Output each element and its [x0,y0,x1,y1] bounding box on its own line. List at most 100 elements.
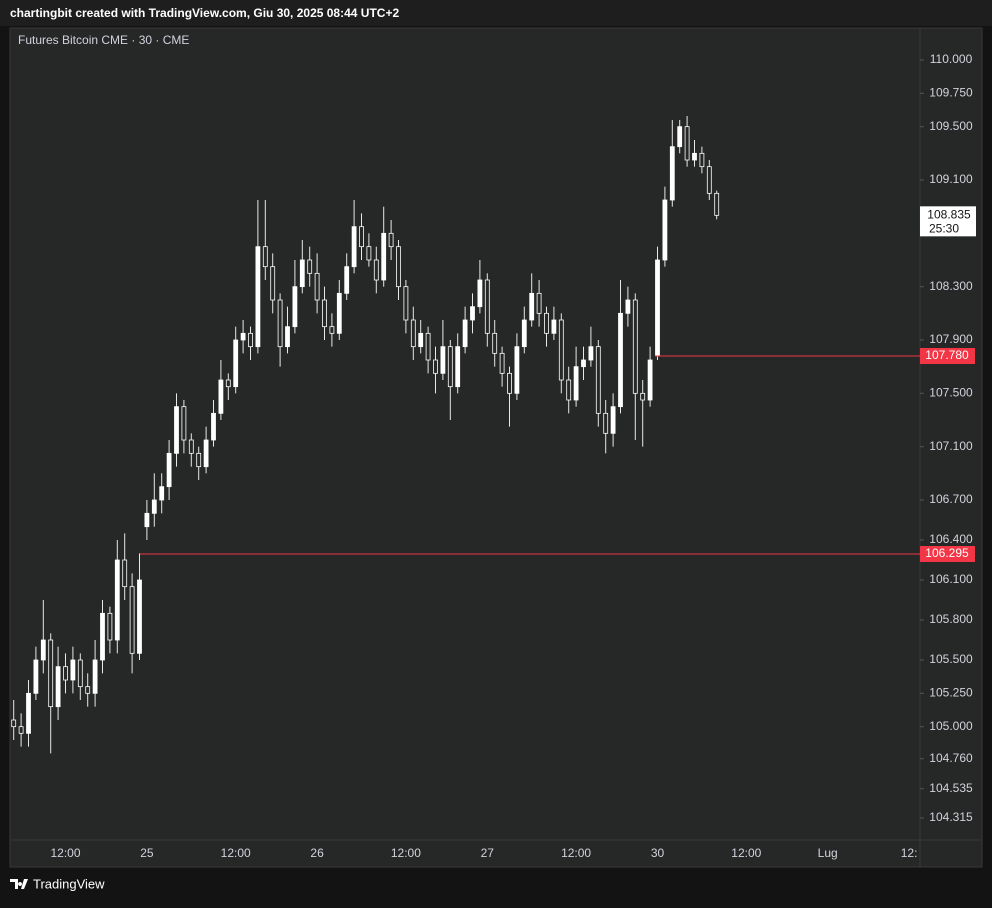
candle-body [292,286,298,328]
candle-body [440,346,446,374]
candle-body [684,126,690,161]
candle-body [137,579,142,654]
candle-body [396,246,401,288]
y-tick-label: 104.535 [929,781,973,795]
x-tick-label: 12:00 [221,846,251,860]
candle-body [255,246,261,348]
candle-body [618,312,623,408]
candle-body [366,246,372,261]
plot-area [11,116,720,754]
candle-body [85,686,91,694]
candle-body [381,232,387,281]
x-tick-label: 12:00 [50,846,80,860]
y-tick-label: 105.500 [929,652,973,666]
y-tick-label: 108.300 [929,279,973,293]
x-tick-label: 12:00 [561,846,591,860]
candle-body [588,346,594,361]
candle-body [714,192,720,216]
candle-body [225,379,231,388]
candle-body [48,639,54,708]
candle-body [351,226,357,268]
candle-body [277,299,283,348]
candle-body [418,332,424,348]
candle-body [107,612,113,641]
price-line-tag [920,348,975,364]
candle-body [529,292,535,321]
y-tick-label: 109.750 [929,86,973,100]
candle-body [699,152,705,168]
y-tick-label: 106.100 [929,572,973,586]
candle-body [551,319,557,334]
x-tick-label: 26 [310,846,324,860]
candle-body [388,232,394,248]
candle-body [499,352,505,374]
candle-body [544,312,549,334]
candle-body [610,406,616,434]
candle-body [603,412,609,434]
y-tick-label: 105.250 [929,686,973,700]
candle-body [11,719,17,728]
candle-body [70,659,76,681]
candle-body [307,259,313,274]
price-line-label: 106.295 [925,546,969,560]
y-tick-label: 107.900 [929,332,973,346]
candle-body [692,152,697,161]
x-tick-label: 12: [901,846,918,860]
candle-body [403,286,409,321]
candle-body [270,266,276,301]
candle-body [181,406,187,441]
candle-body [655,259,660,357]
candle-body [514,346,520,394]
candle-body [521,319,527,348]
x-tick-label: 27 [481,846,495,860]
x-tick-label: 30 [651,846,665,860]
y-tick-label: 104.315 [929,810,973,824]
candle-body [470,306,475,321]
candle-body [647,359,653,401]
logo-icon [10,879,28,889]
candle-body [248,332,253,348]
candle-body [55,666,61,708]
y-tick-label: 106.400 [929,532,973,546]
candle-body [92,659,98,694]
candle-body [566,379,572,401]
candle-body [196,452,202,468]
candle-body [573,366,579,401]
candle-body [336,292,342,334]
candle-body [299,259,305,288]
candle-body [122,559,128,588]
candle-body [455,346,461,388]
chart-title: Futures Bitcoin CME · 30 · CME [18,33,189,47]
candle-body [100,612,105,661]
candle-body [373,259,379,281]
candle-body [314,272,320,301]
candle-body [174,406,179,454]
candle-body [218,379,224,414]
candle-body [492,332,498,354]
candle-body [26,692,31,734]
candle-body [151,499,157,514]
candle-body [233,339,239,388]
candle-body [410,319,416,348]
candle-body [166,452,172,488]
candle-body [581,359,586,368]
candle-body [625,299,631,314]
candle-body [433,359,438,374]
candle-body [262,246,268,268]
y-tick-label: 107.500 [929,386,973,400]
candle-body [77,659,83,688]
candle-body [536,292,542,314]
last-price-tag [920,206,976,237]
y-tick-label: 106.700 [929,492,973,506]
candle-body [595,346,601,414]
candle-body [359,226,364,248]
candle-body [188,439,194,454]
y-tick-label: 109.100 [929,172,973,186]
candle-body [285,326,290,348]
candle-body [677,126,683,148]
candle-body [329,326,335,334]
candle-body [447,346,453,388]
header-bar [0,0,992,26]
candle-body [462,319,468,348]
